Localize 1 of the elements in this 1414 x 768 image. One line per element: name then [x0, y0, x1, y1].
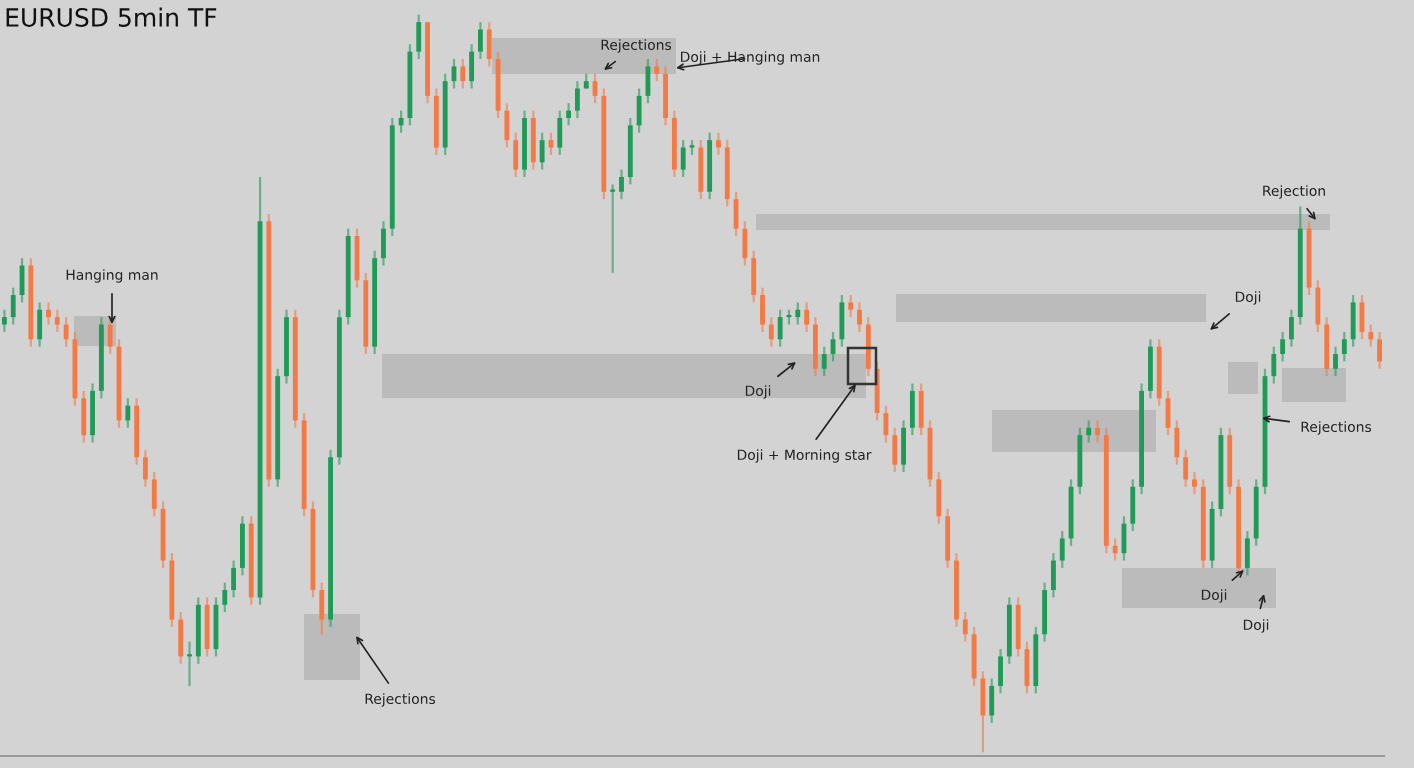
chart-title: EURUSD 5min TF [6, 7, 217, 27]
